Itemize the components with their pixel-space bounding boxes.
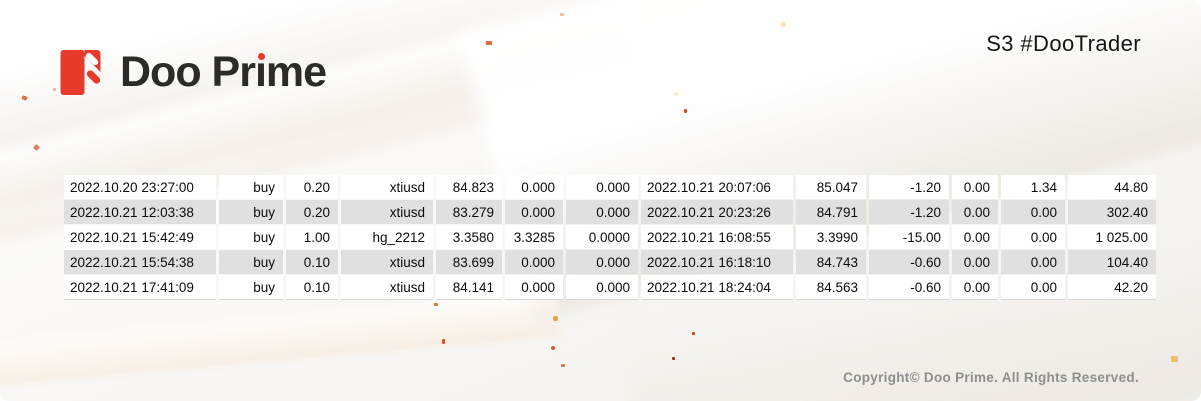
- confetti-particle: [486, 41, 492, 45]
- table-cell-open_price: 84.141: [436, 275, 502, 300]
- table-cell-symbol: xtiusd: [341, 275, 433, 300]
- table-cell-take_profit: 0.0000: [566, 225, 638, 249]
- table-cell-open_time: 2022.10.21 12:03:38: [64, 200, 216, 224]
- confetti-particle: [674, 92, 679, 96]
- brand-wordmark: Doo Prı me: [120, 48, 327, 96]
- table-cell-open_price: 83.699: [436, 250, 502, 274]
- table-cell-stop_loss: 0.000: [505, 200, 563, 224]
- table-cell-close_price: 84.743: [796, 250, 866, 274]
- table-cell-swap: 0.00: [1001, 225, 1065, 249]
- table-cell-profit: 42.20: [1068, 275, 1156, 300]
- table-cell-close_price: 3.3990: [796, 225, 866, 249]
- confetti-particle: [560, 13, 564, 16]
- table-row: 2022.10.21 15:42:49 buy 1.00 hg_2212 3.3580 3…: [64, 225, 1156, 249]
- table-cell-size: 0.10: [286, 275, 338, 300]
- table-cell-close_time: 2022.10.21 18:24:04: [641, 275, 793, 300]
- confetti-particle: [1171, 356, 1178, 362]
- table-cell-symbol: hg_2212: [341, 225, 433, 249]
- table-cell-open_time: 2022.10.20 23:27:00: [64, 175, 216, 199]
- table-cell-open_price: 83.279: [436, 200, 502, 224]
- table-cell-close_time: 2022.10.21 16:08:55: [641, 225, 793, 249]
- confetti-particle: [21, 95, 28, 101]
- table-cell-take_profit: 0.000: [566, 275, 638, 300]
- table-cell-swap: 0.00: [1001, 275, 1065, 300]
- table-cell-take_profit: 0.000: [566, 175, 638, 199]
- table-cell-size: 1.00: [286, 225, 338, 249]
- table-cell-taxes: 0.00: [952, 250, 998, 274]
- table-cell-stop_loss: 0.000: [505, 250, 563, 274]
- brand-i-dot: [258, 53, 266, 60]
- table-cell-symbol: xtiusd: [341, 200, 433, 224]
- table-cell-close_time: 2022.10.21 20:07:06: [641, 175, 793, 199]
- table-cell-profit: 44.80: [1068, 175, 1156, 199]
- table-cell-close_price: 85.047: [796, 175, 866, 199]
- confetti-particle: [53, 88, 56, 91]
- table-row: 2022.10.20 23:27:00 buy 0.20 xtiusd 84.823 0.…: [64, 175, 1156, 199]
- table-cell-open_time: 2022.10.21 17:41:09: [64, 275, 216, 300]
- table-cell-close_price: 84.791: [796, 200, 866, 224]
- table-cell-swap: 1.34: [1001, 175, 1065, 199]
- table-cell-taxes: 0.00: [952, 225, 998, 249]
- background-ray: [0, 291, 561, 393]
- confetti-particle: [561, 364, 565, 367]
- table-cell-take_profit: 0.000: [566, 250, 638, 274]
- brand-text-pre: Doo Pr: [120, 48, 256, 96]
- table-cell-size: 0.20: [286, 175, 338, 199]
- table-cell-taxes: 0.00: [952, 200, 998, 224]
- table-cell-open_price: 84.823: [436, 175, 502, 199]
- confetti-particle: [32, 143, 41, 152]
- table-cell-swap: 0.00: [1001, 250, 1065, 274]
- account-label: S3 #DooTrader: [986, 31, 1141, 56]
- table-cell-commission: -1.20: [869, 200, 949, 224]
- table-cell-swap: 0.00: [1001, 200, 1065, 224]
- table-cell-type: buy: [219, 250, 283, 274]
- table-cell-close_time: 2022.10.21 20:23:26: [641, 200, 793, 224]
- table-cell-symbol: xtiusd: [341, 250, 433, 274]
- table-cell-stop_loss: 0.000: [505, 175, 563, 199]
- confetti-particle: [434, 303, 438, 306]
- brand-text-post: me: [265, 48, 327, 96]
- table-cell-type: buy: [219, 225, 283, 249]
- confetti-particle: [442, 339, 445, 344]
- confetti-particle: [780, 22, 786, 27]
- trade-history-table: 2022.10.20 23:27:00 buy 0.20 xtiusd 84.823 0.…: [61, 174, 1159, 301]
- table-cell-commission: -15.00: [869, 225, 949, 249]
- table-cell-profit: 302.40: [1068, 200, 1156, 224]
- table-cell-take_profit: 0.000: [566, 200, 638, 224]
- table-cell-commission: -0.60: [869, 250, 949, 274]
- table-cell-open_price: 3.3580: [436, 225, 502, 249]
- table-cell-size: 0.10: [286, 250, 338, 274]
- table-row: 2022.10.21 12:03:38 buy 0.20 xtiusd 83.279 0.…: [64, 200, 1156, 224]
- doo-prime-logo-icon: [60, 50, 101, 95]
- table-cell-size: 0.20: [286, 200, 338, 224]
- table-row: 2022.10.21 15:54:38 buy 0.10 xtiusd 83.699 0.…: [64, 250, 1156, 274]
- table-cell-type: buy: [219, 200, 283, 224]
- brand-text-i: ı: [254, 48, 267, 96]
- table-cell-open_time: 2022.10.21 15:42:49: [64, 225, 216, 249]
- table-cell-profit: 104.40: [1068, 250, 1156, 274]
- confetti-particle: [551, 346, 555, 350]
- table-cell-taxes: 0.00: [952, 175, 998, 199]
- table-cell-type: buy: [219, 275, 283, 300]
- table-cell-taxes: 0.00: [952, 275, 998, 300]
- table-cell-symbol: xtiusd: [341, 175, 433, 199]
- table-cell-profit: 1 025.00: [1068, 225, 1156, 249]
- confetti-particle: [692, 332, 695, 335]
- trade-table-body: 2022.10.20 23:27:00 buy 0.20 xtiusd 84.823 0.…: [64, 175, 1156, 300]
- table-cell-stop_loss: 0.000: [505, 275, 563, 300]
- table-cell-open_time: 2022.10.21 15:54:38: [64, 250, 216, 274]
- copyright-text: Copyright© Doo Prime. All Rights Reserve…: [843, 370, 1139, 385]
- table-cell-close_time: 2022.10.21 16:18:10: [641, 250, 793, 274]
- table-cell-commission: -0.60: [869, 275, 949, 300]
- table-cell-stop_loss: 3.3285: [505, 225, 563, 249]
- brand-logo: Doo Prı me: [60, 48, 327, 96]
- confetti-particle: [672, 357, 675, 360]
- table-cell-close_price: 84.563: [796, 275, 866, 300]
- table-cell-type: buy: [219, 175, 283, 199]
- table-cell-commission: -1.20: [869, 175, 949, 199]
- confetti-particle: [684, 109, 687, 113]
- table-row: 2022.10.21 17:41:09 buy 0.10 xtiusd 84.141 0.…: [64, 275, 1156, 300]
- confetti-particle: [553, 316, 558, 321]
